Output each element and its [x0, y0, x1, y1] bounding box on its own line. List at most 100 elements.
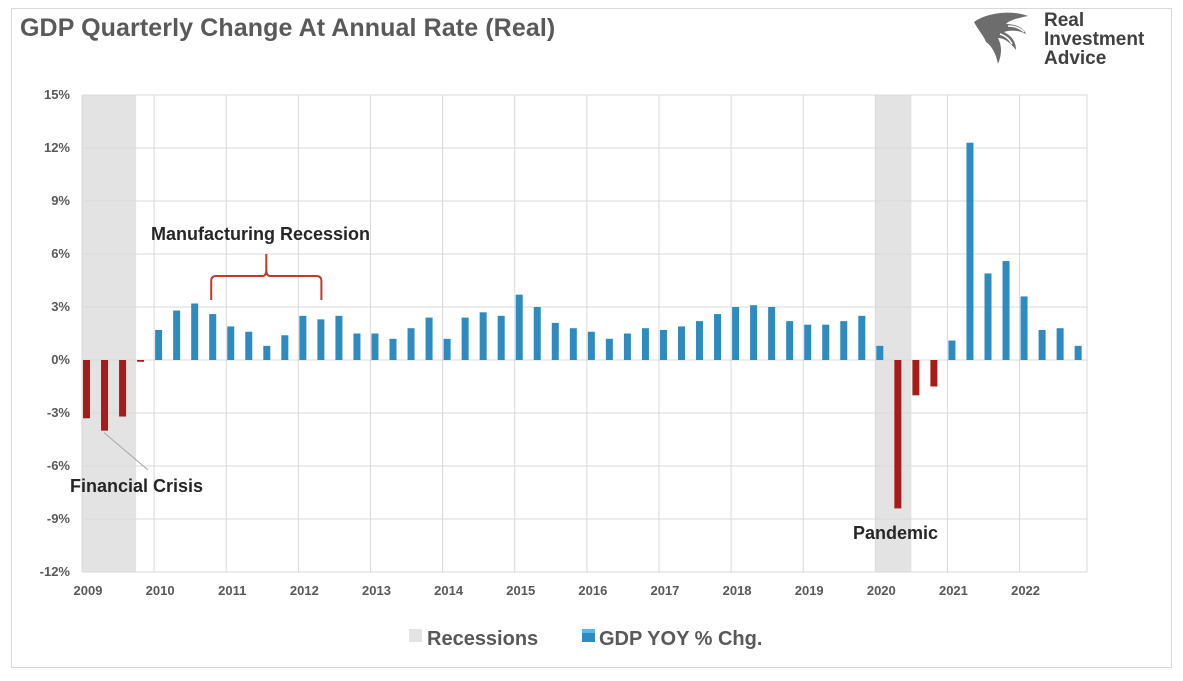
financial-crisis-leader-line — [103, 432, 149, 471]
gdp-bar — [641, 328, 649, 360]
gdp-bar — [677, 326, 685, 360]
gdp-bar — [822, 324, 830, 360]
gdp-bar — [912, 360, 920, 396]
y-tick-label: 3% — [51, 299, 70, 314]
legend-gdp-label: GDP YOY % Chg. — [599, 628, 762, 650]
gdp-bar — [191, 303, 199, 360]
gdp-bar — [335, 315, 343, 360]
gdp-bar — [443, 338, 451, 360]
gdp-bar — [714, 314, 722, 360]
gdp-bar — [425, 317, 433, 360]
x-tick-label: 2021 — [939, 583, 968, 598]
x-tick-label: 2013 — [362, 583, 391, 598]
x-tick-label: 2019 — [795, 583, 824, 598]
x-tick-label: 2011 — [218, 583, 246, 598]
gdp-bar — [389, 338, 397, 360]
gdp-bar — [984, 273, 992, 360]
gdp-bar — [263, 345, 271, 360]
y-tick-label: -6% — [47, 458, 71, 473]
gdp-bar — [1002, 261, 1010, 360]
gdp-bar — [840, 321, 848, 360]
legend-recessions-label: Recessions — [427, 628, 538, 650]
gdp-bar — [101, 360, 109, 431]
x-tick-label: 2017 — [650, 583, 679, 598]
gdp-bar — [768, 307, 776, 360]
gdp-bar — [696, 321, 704, 360]
gdp-bar — [894, 360, 902, 509]
gdp-bar — [353, 333, 361, 360]
gdp-bar — [371, 333, 379, 360]
gdp-bar — [155, 329, 163, 360]
y-tick-label: -12% — [40, 564, 71, 579]
gdp-bar — [876, 345, 884, 360]
gdp-bar — [804, 324, 812, 360]
chart-title: GDP Quarterly Change At Annual Rate (Rea… — [20, 14, 556, 42]
gdp-bar — [173, 310, 181, 360]
gdp-bar — [732, 307, 740, 360]
gdp-bar — [786, 321, 794, 360]
bars — [83, 142, 1082, 509]
manufacturing-recession-label: Manufacturing Recession — [151, 224, 370, 244]
grid-lines — [81, 94, 1088, 573]
x-axis-ticks: 2009 2010 2011 2012 2013 2014 2015 2016 2017 2018… — [74, 583, 1040, 598]
gdp-bar — [533, 307, 541, 360]
legend-gdp-swatch-highlight — [582, 629, 595, 633]
gdp-bar — [858, 315, 866, 360]
gdp-bar — [299, 315, 307, 360]
x-tick-label: 2022 — [1011, 583, 1040, 598]
recession-band-0 — [82, 95, 137, 572]
gdp-bar — [407, 328, 415, 360]
y-tick-label: -9% — [47, 511, 71, 526]
eagle-logo-icon — [974, 12, 1028, 64]
gdp-bar — [119, 360, 127, 417]
gdp-bar — [948, 340, 956, 360]
gdp-bar — [551, 322, 559, 360]
y-tick-label: -3% — [47, 405, 71, 420]
gdp-bar — [587, 331, 595, 360]
brand-line-3: Advice — [1044, 48, 1107, 69]
annotations: Manufacturing Recession Financial Crisis… — [70, 224, 938, 543]
legend-recessions-swatch — [409, 629, 422, 642]
gdp-bar — [281, 335, 289, 360]
gdp-bar — [659, 329, 667, 360]
x-tick-label: 2020 — [867, 583, 896, 598]
y-tick-label: 0% — [51, 352, 70, 367]
gdp-bar — [1074, 345, 1082, 360]
x-tick-label: 2016 — [578, 583, 607, 598]
gdp-bar — [1020, 296, 1028, 360]
brand-line-2: Investment — [1044, 29, 1145, 50]
x-tick-label: 2018 — [723, 583, 752, 598]
gdp-bar — [497, 315, 505, 360]
x-tick-label: 2012 — [290, 583, 319, 598]
gdp-bar — [515, 294, 523, 360]
gdp-bar — [1038, 329, 1046, 360]
recession-shading — [82, 95, 912, 572]
gdp-bar — [317, 319, 325, 360]
gdp-bar — [83, 360, 90, 419]
x-tick-label: 2009 — [74, 583, 103, 598]
gdp-bar — [245, 331, 253, 360]
gdp-bar — [209, 314, 217, 360]
gdp-bar — [1056, 328, 1064, 360]
gdp-bar — [623, 333, 631, 360]
brand-line-1: Real — [1044, 10, 1085, 31]
recession-band-1 — [875, 95, 912, 572]
gdp-bar — [461, 317, 469, 360]
x-tick-label: 2015 — [506, 583, 535, 598]
chart-legend: Recessions GDP YOY % Chg. — [409, 628, 762, 650]
gdp-bar — [750, 305, 758, 360]
financial-crisis-label: Financial Crisis — [70, 476, 203, 496]
y-tick-label: 6% — [51, 246, 70, 261]
y-tick-label: 9% — [51, 193, 70, 208]
gdp-bar — [966, 142, 974, 360]
y-tick-label: 12% — [44, 140, 70, 155]
manufacturing-recession-brace — [210, 254, 323, 300]
gdp-bar — [569, 328, 577, 360]
gdp-bar — [930, 360, 938, 387]
pandemic-label: Pandemic — [853, 523, 938, 543]
gdp-bar — [605, 338, 613, 360]
y-axis-ticks: 15% 12% 9% 6% 3% 0% -3% -6% -9% -12% — [40, 87, 71, 579]
gdp-bar — [479, 312, 487, 360]
x-tick-label: 2010 — [146, 583, 175, 598]
